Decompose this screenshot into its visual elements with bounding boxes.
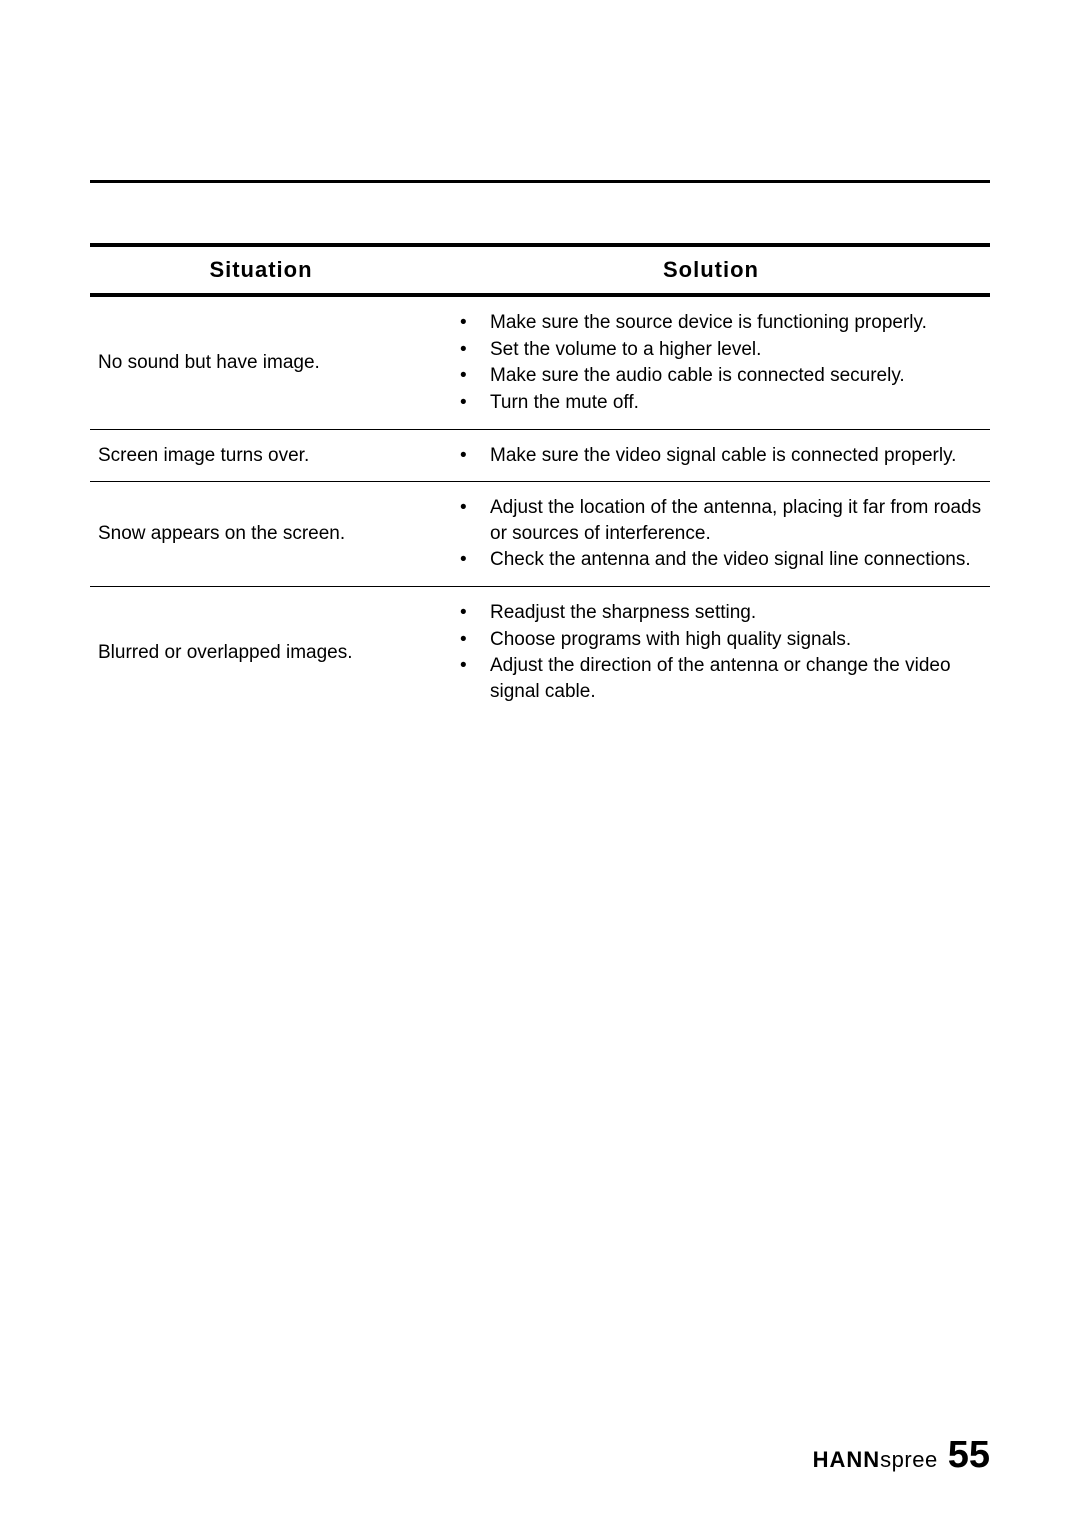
brand-logo: HANNspree	[813, 1447, 938, 1473]
situation-cell: Snow appears on the screen.	[90, 482, 432, 587]
solution-list: Adjust the location of the antenna, plac…	[440, 495, 982, 573]
solution-item: Check the antenna and the video signal l…	[440, 547, 982, 573]
troubleshooting-table: Situation Solution No sound but have ima…	[90, 243, 990, 718]
situation-cell: Blurred or overlapped images.	[90, 587, 432, 718]
solution-item: Make sure the audio cable is connected s…	[440, 363, 982, 389]
brand-light-text: spree	[880, 1447, 938, 1472]
table-header-row: Situation Solution	[90, 245, 990, 295]
page-number: 55	[948, 1436, 990, 1474]
header-solution: Solution	[432, 245, 990, 295]
solution-list: Make sure the source device is functioni…	[440, 310, 982, 416]
page-footer: HANNspree 55	[813, 1436, 990, 1474]
solution-item: Choose programs with high quality signal…	[440, 627, 982, 653]
solution-item: Adjust the direction of the antenna or c…	[440, 653, 982, 704]
page-content: Situation Solution No sound but have ima…	[90, 180, 990, 718]
situation-cell: No sound but have image.	[90, 295, 432, 429]
solution-cell: Make sure the video signal cable is conn…	[432, 429, 990, 482]
solution-list: Readjust the sharpness setting. Choose p…	[440, 600, 982, 705]
solution-cell: Make sure the source device is functioni…	[432, 295, 990, 429]
solution-item: Readjust the sharpness setting.	[440, 600, 982, 626]
top-horizontal-rule	[90, 180, 990, 183]
solution-cell: Adjust the location of the antenna, plac…	[432, 482, 990, 587]
situation-cell: Screen image turns over.	[90, 429, 432, 482]
table-row: Screen image turns over. Make sure the v…	[90, 429, 990, 482]
solution-item: Turn the mute off.	[440, 390, 982, 416]
solution-item: Make sure the video signal cable is conn…	[440, 443, 982, 469]
solution-cell: Readjust the sharpness setting. Choose p…	[432, 587, 990, 718]
solution-item: Make sure the source device is functioni…	[440, 310, 982, 336]
brand-strong-text: HANN	[813, 1447, 881, 1472]
header-situation: Situation	[90, 245, 432, 295]
table-row: Blurred or overlapped images. Readjust t…	[90, 587, 990, 718]
table-row: No sound but have image. Make sure the s…	[90, 295, 990, 429]
solution-list: Make sure the video signal cable is conn…	[440, 443, 982, 469]
table-row: Snow appears on the screen. Adjust the l…	[90, 482, 990, 587]
solution-item: Adjust the location of the antenna, plac…	[440, 495, 982, 546]
solution-item: Set the volume to a higher level.	[440, 337, 982, 363]
